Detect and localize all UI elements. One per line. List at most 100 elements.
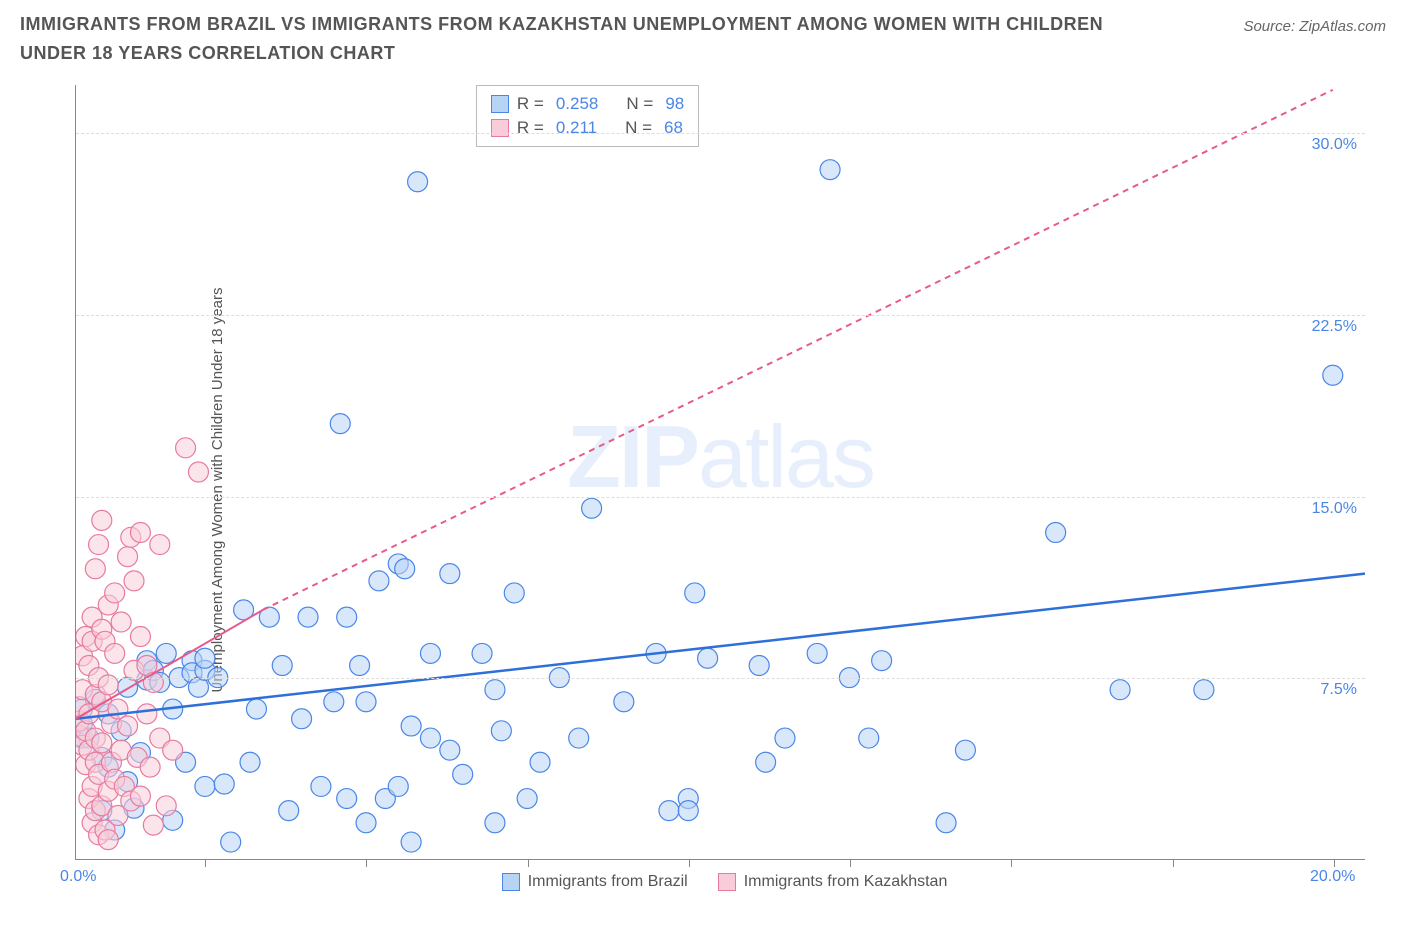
n-value: 68 [664,118,683,138]
brazil-point [504,583,524,603]
r-value: 0.211 [556,118,597,138]
brazil-point [388,776,408,796]
stats-legend-box: R =0.258N =98R =0.211N =68 [476,85,699,147]
kazakhstan-point [163,740,183,760]
kazakhstan-point [92,510,112,530]
brazil-point [156,643,176,663]
x-tick [366,859,367,867]
source-label: Source: ZipAtlas.com [1243,18,1386,35]
legend-label: Immigrants from Kazakhstan [744,873,948,891]
stats-row: R =0.211N =68 [491,116,684,140]
kazakhstan-point [85,559,105,579]
brazil-point [311,776,331,796]
x-tick [1334,859,1335,867]
brazil-point [582,498,602,518]
brazil-point [246,699,266,719]
bottom-legend: Immigrants from Brazil Immigrants from Ka… [502,873,948,891]
brazil-point [698,648,718,668]
r-value: 0.258 [556,94,599,114]
kazakhstan-point [124,571,144,591]
brazil-point [337,789,357,809]
n-value: 98 [665,94,684,114]
x-tick [850,859,851,867]
kazakhstan-point [130,522,150,542]
kazakhstan-point [156,796,176,816]
legend-item: Immigrants from Kazakhstan [718,873,948,891]
brazil-point [356,692,376,712]
plot-area: ZIPatlas R =0.258N =98R =0.211N =68 Immi… [75,85,1365,860]
kazakhstan-point [105,583,125,603]
kazakhstan-point [143,815,163,835]
brazil-point [872,651,892,671]
brazil-point [401,716,421,736]
brazil-point [369,571,389,591]
kazakhstan-point [111,612,131,632]
brazil-point [614,692,634,712]
kazakhstan-point [98,830,118,850]
brazil-point [195,648,215,668]
chart-title: IMMIGRANTS FROM BRAZIL VS IMMIGRANTS FRO… [20,10,1120,68]
chart-area: Unemployment Among Women with Children U… [20,85,1386,895]
n-label: N = [625,118,652,138]
x-axis-max-label: 20.0% [1310,868,1355,886]
brazil-point [530,752,550,772]
kazakhstan-point [140,757,160,777]
brazil-point [350,656,370,676]
brazil-point [195,776,215,796]
chart-header: IMMIGRANTS FROM BRAZIL VS IMMIGRANTS FRO… [0,0,1406,68]
y-tick-label: 30.0% [1312,136,1357,154]
brazil-point [221,832,241,852]
x-tick [689,859,690,867]
brazil-point [401,832,421,852]
brazil-point [936,813,956,833]
brazil-point [485,813,505,833]
brazil-point [678,801,698,821]
kazakhstan-point [105,643,125,663]
brazil-point [440,740,460,760]
legend-swatch [718,873,736,891]
brazil-point [292,709,312,729]
brazil-point [820,160,840,180]
kazakhstan-point [89,535,109,555]
brazil-point [485,680,505,700]
brazil-point [1323,365,1343,385]
brazil-point [356,813,376,833]
brazil-point [1046,522,1066,542]
brazil-point [859,728,879,748]
gridline [76,678,1365,679]
kazakhstan-point [130,786,150,806]
gridline [76,497,1365,498]
brazil-point [240,752,260,772]
brazil-point [569,728,589,748]
kazakhstan-point [143,672,163,692]
kazakhstan-point [188,462,208,482]
brazil-point [440,564,460,584]
kazakhstan-point [150,535,170,555]
kazakhstan-point [176,438,196,458]
x-tick [205,859,206,867]
x-tick [1173,859,1174,867]
y-tick-label: 22.5% [1312,318,1357,336]
legend-swatch [502,873,520,891]
legend-label: Immigrants from Brazil [528,873,688,891]
brazil-point [749,656,769,676]
brazil-point [756,752,776,772]
gridline [76,133,1365,134]
brazil-point [214,774,234,794]
brazil-point [337,607,357,627]
brazil-point [272,656,292,676]
brazil-point [807,643,827,663]
brazil-point [420,643,440,663]
brazil-point [491,721,511,741]
brazil-point [685,583,705,603]
legend-item: Immigrants from Brazil [502,873,688,891]
brazil-point [453,764,473,784]
legend-swatch [491,95,509,113]
kazakhstan-trendline-ext [263,90,1333,610]
kazakhstan-point [137,704,157,724]
brazil-trendline [76,574,1365,719]
gridline [76,315,1365,316]
brazil-point [420,728,440,748]
brazil-point [279,801,299,821]
brazil-point [955,740,975,760]
